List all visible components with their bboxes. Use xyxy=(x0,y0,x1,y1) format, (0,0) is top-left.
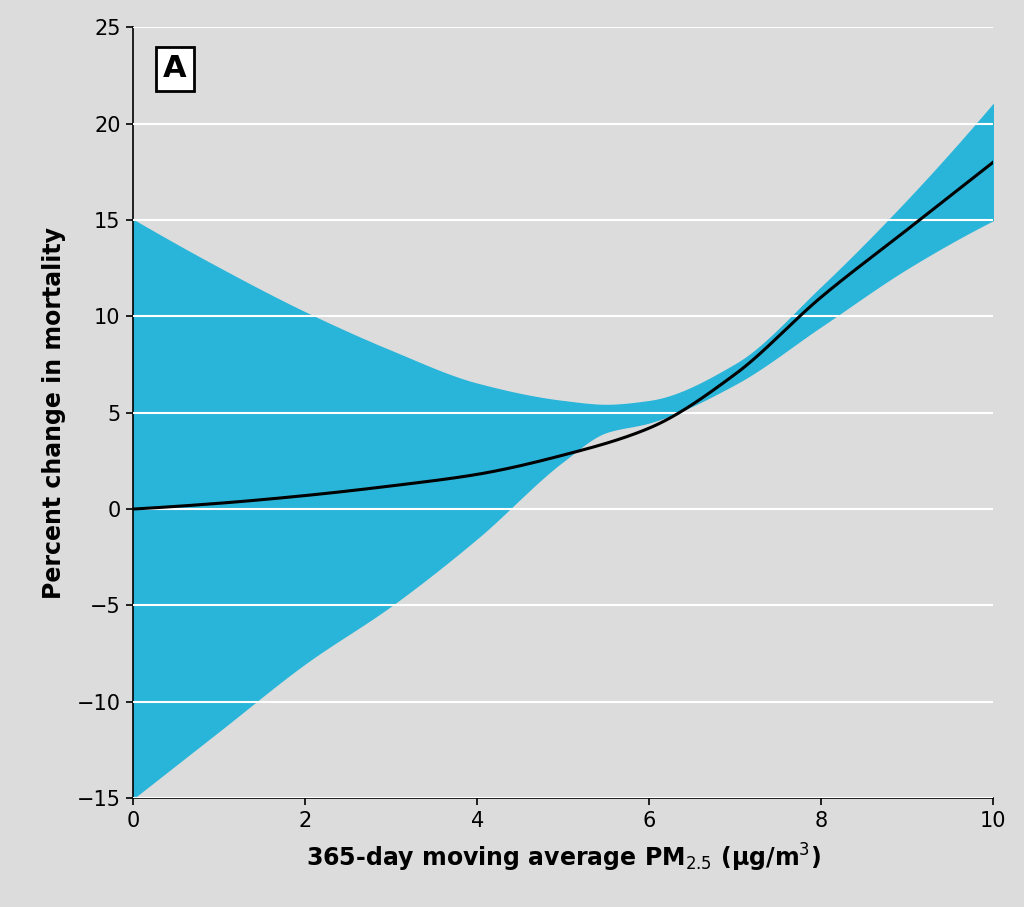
Y-axis label: Percent change in mortality: Percent change in mortality xyxy=(42,227,66,599)
X-axis label: 365-day moving average PM$_{2.5}$ (μg/m$^3$): 365-day moving average PM$_{2.5}$ (μg/m$… xyxy=(306,842,820,874)
Text: A: A xyxy=(163,54,186,83)
